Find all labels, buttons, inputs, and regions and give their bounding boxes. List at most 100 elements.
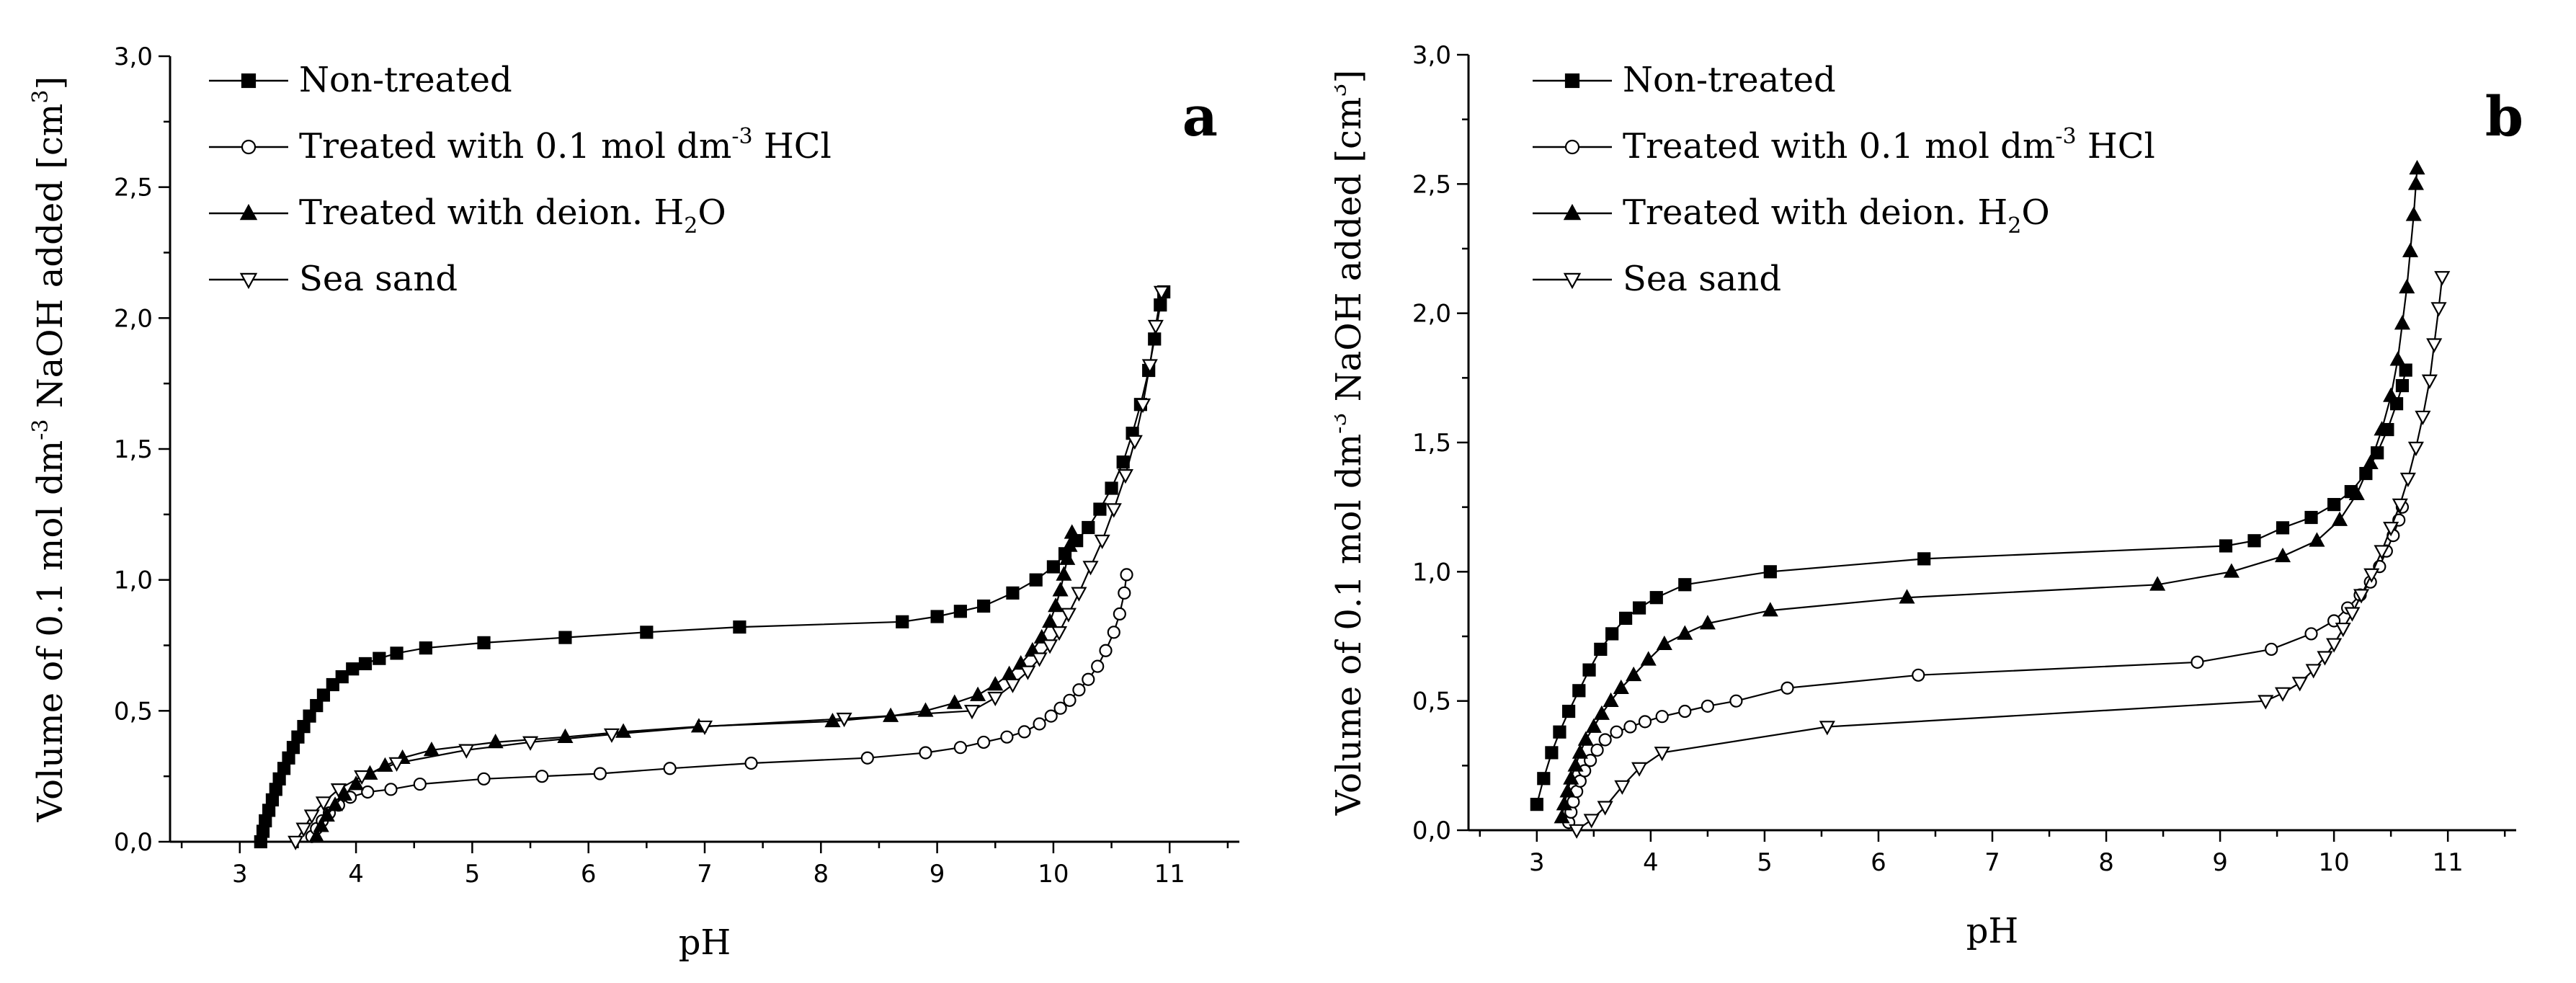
x-tick-label: 3 <box>232 860 248 889</box>
x-tick-label: 6 <box>581 860 597 889</box>
data-point <box>1899 589 1915 604</box>
data-point <box>2363 568 2380 583</box>
data-point <box>1048 597 1064 613</box>
data-point <box>2402 242 2419 257</box>
data-point <box>2407 175 2424 190</box>
data-point <box>1819 721 1835 736</box>
x-tick-label: 3 <box>1529 848 1545 877</box>
data-point <box>1082 561 1099 576</box>
panel-label: a <box>1182 84 1218 148</box>
data-point <box>1060 608 1077 623</box>
data-point <box>1610 725 1623 739</box>
legend-label: Treated with 0.1 mol dm-3 HCl <box>299 124 832 166</box>
data-point <box>2399 363 2412 377</box>
legend-marker <box>239 203 258 221</box>
data-point <box>423 741 440 757</box>
x-tick-label: 5 <box>1757 848 1773 877</box>
data-point <box>2383 522 2399 537</box>
series-triangle-up-filled <box>308 524 1080 843</box>
data-point <box>1583 814 1600 829</box>
data-point <box>836 712 852 728</box>
data-point <box>1640 651 1657 666</box>
series-triangle-up-filled <box>1554 159 2425 824</box>
legend-marker <box>1564 139 1580 155</box>
data-point <box>336 786 353 801</box>
data-point <box>970 686 986 701</box>
data-point <box>1559 783 1576 798</box>
data-point <box>963 705 981 720</box>
data-point <box>1004 678 1021 693</box>
chart-panel-b: 3 4 5 6 7 8 9 10 11 0,0 0,5 1,0 1,5 2,0 2,5 3,0 pH Volume… <box>1334 0 2576 983</box>
data-point <box>2247 534 2261 548</box>
data-point <box>1729 694 1743 708</box>
data-point <box>1619 611 1633 625</box>
data-point <box>1059 550 1076 565</box>
y-tick-label: 0,0 <box>114 828 153 857</box>
series-line <box>1568 507 2404 823</box>
x-tick-label: 11 <box>2433 848 2464 877</box>
x-tick-label: 5 <box>465 860 481 889</box>
data-point <box>2305 664 2322 679</box>
data-point <box>1678 578 1692 592</box>
data-point <box>1105 503 1122 518</box>
data-point <box>733 620 746 634</box>
data-point <box>2409 159 2425 175</box>
x-axis-title: pH <box>1966 911 2019 951</box>
data-point <box>1052 582 1069 597</box>
legend-item: Treated with 0.1 mol dm-3 HCl <box>209 124 832 166</box>
series-line <box>1536 370 2407 805</box>
panel-label: b <box>2485 84 2523 148</box>
data-point <box>1561 704 1576 719</box>
legend-item: Treated with 0.1 mol dm-3 HCl <box>1533 124 2155 166</box>
data-point <box>1033 717 1046 731</box>
data-point <box>1105 481 1118 495</box>
data-point <box>2335 622 2351 638</box>
data-point <box>1585 718 1602 733</box>
data-point <box>373 651 386 665</box>
y-tick-label: 2,5 <box>114 174 153 203</box>
data-point <box>303 809 320 824</box>
data-point <box>1577 731 1594 746</box>
data-point <box>1082 672 1095 686</box>
data-point <box>1614 780 1631 795</box>
data-point <box>2434 271 2451 286</box>
series-square-filled <box>254 285 1171 849</box>
y-tick-label: 2,0 <box>1412 300 1451 329</box>
data-point <box>744 756 758 770</box>
x-tick-label: 10 <box>2318 848 2349 877</box>
data-point <box>1763 565 1777 579</box>
x-tick-label: 8 <box>2098 848 2114 877</box>
data-point <box>1545 746 1559 760</box>
series-triangle-down-open <box>288 285 1169 850</box>
data-point <box>663 762 677 775</box>
x-tick-label: 4 <box>1643 848 1659 877</box>
data-point <box>2327 497 2341 512</box>
series-line <box>1561 168 2418 818</box>
data-point <box>1056 566 1072 581</box>
y-tick-label: 0,5 <box>114 697 153 726</box>
data-point <box>1042 639 1059 654</box>
data-point <box>2353 589 2370 604</box>
data-point <box>860 751 874 765</box>
data-point <box>977 599 991 613</box>
data-point <box>1567 757 1584 772</box>
y-tick-label: 0,0 <box>1412 817 1451 845</box>
data-point <box>1031 652 1048 667</box>
data-point <box>1099 644 1113 657</box>
data-point <box>2383 387 2399 402</box>
legend-item: Non-treated <box>209 60 512 100</box>
data-point <box>1006 586 1020 600</box>
legend-item: Sea sand <box>1533 259 1781 299</box>
data-point <box>987 691 1004 707</box>
legend-marker <box>1564 73 1580 89</box>
data-point <box>1107 626 1120 639</box>
x-tick-label: 8 <box>813 860 829 889</box>
data-point <box>946 694 963 709</box>
data-point <box>1632 601 1646 615</box>
data-point <box>1631 762 1648 777</box>
data-point <box>1000 730 1014 744</box>
series-triangle-down-open <box>1569 271 2451 839</box>
data-point <box>487 734 504 749</box>
data-point <box>2362 454 2379 469</box>
data-point <box>1605 627 1619 641</box>
